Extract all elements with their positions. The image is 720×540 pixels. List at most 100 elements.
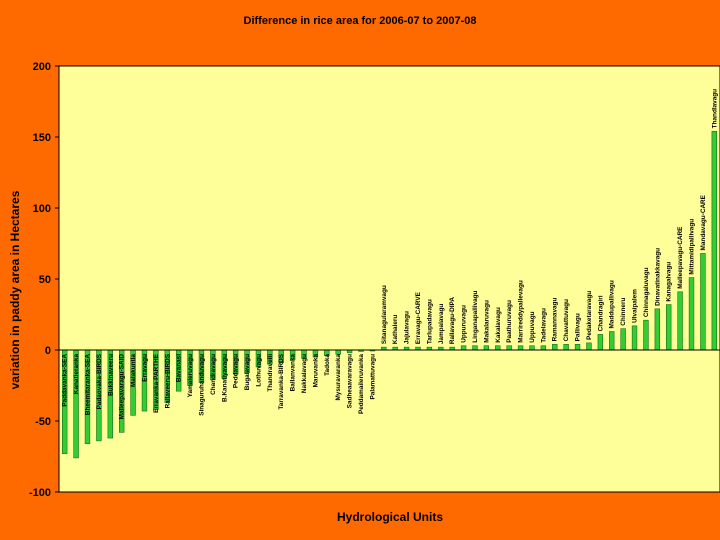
bar <box>278 349 284 364</box>
y-axis-label: variation in paddy area in Hectares <box>8 190 22 390</box>
bar <box>506 345 512 351</box>
category-label: Ulvaipalem <box>632 289 639 323</box>
category-label: Thandlavagu <box>711 89 718 129</box>
category-label: Marrireddypallevagu <box>518 280 525 343</box>
category-label: Tarravanka-BIRDS <box>278 353 285 409</box>
bar <box>221 349 227 379</box>
bar <box>540 345 547 351</box>
bar <box>677 291 683 351</box>
category-label: Mittamidipallivagu <box>689 219 696 275</box>
category-label: Pedaketaravagu <box>586 291 593 340</box>
bar <box>449 346 455 351</box>
category-label: Yamaleruvagu <box>187 354 194 397</box>
bar <box>631 325 638 351</box>
category-label: Chandravagu <box>210 354 217 395</box>
category-label: Tadoka <box>324 354 331 376</box>
bar <box>141 349 148 412</box>
category-label: Mysuravaranka <box>335 354 342 401</box>
category-label: Uppuvagu <box>529 311 536 342</box>
category-label: Jajulavagu <box>404 311 411 344</box>
category-label: Bugalavagu <box>244 354 251 390</box>
category-label: Pallivagu <box>575 313 582 341</box>
category-label: Chinnagaluvagu <box>643 267 650 317</box>
category-label: Bukkinaveeru <box>107 354 114 396</box>
bar <box>403 346 410 351</box>
bar <box>369 349 376 352</box>
bar <box>700 253 706 351</box>
category-label: Bheemitaranka-SEA <box>84 354 91 415</box>
category-label: Maruvanka <box>312 354 319 388</box>
x-axis-label: Hydrological Units <box>336 510 443 524</box>
bar <box>346 349 353 354</box>
y-tick-label: 50 <box>39 274 51 286</box>
category-label: Bavanasi <box>176 354 183 382</box>
bar <box>609 331 615 351</box>
category-label: Makalaruvagu <box>483 300 490 343</box>
bar <box>483 345 490 351</box>
bar <box>187 349 193 386</box>
bar <box>107 349 113 439</box>
category-label: Chinneru <box>620 298 627 326</box>
category-label: Linganapallivagu <box>472 290 479 342</box>
bar <box>460 345 467 351</box>
category-label: Peddavagu <box>233 354 240 388</box>
category-label: Padaovaka-BIRDS <box>96 353 103 409</box>
category-label: Tarlupadavagu <box>426 299 433 344</box>
bar <box>267 349 273 365</box>
category-label: Rallaveeru-BIRDS <box>164 353 171 408</box>
bar <box>415 346 421 351</box>
y-tick-label: -100 <box>29 487 51 499</box>
category-label: Sitanagularamvagu <box>381 285 388 344</box>
bar <box>244 349 250 374</box>
bar <box>643 319 649 351</box>
category-label: Uppuruvagu <box>461 305 468 343</box>
category-label: Kakalavagu <box>495 307 502 343</box>
bar <box>255 349 262 368</box>
category-label: Peddamaileruvanka <box>358 354 365 414</box>
bar <box>688 277 695 351</box>
category-label: Paddavanka-SEA <box>62 354 69 407</box>
y-tick-label: 200 <box>33 61 51 73</box>
category-label: Maddupallivagu <box>609 280 616 328</box>
category-label: Lothuvagu <box>255 354 262 387</box>
category-label: Kanatieranka <box>73 354 80 395</box>
category-label: Sadheaavaravagu <box>347 354 354 408</box>
bar <box>563 344 569 351</box>
category-label: Ramannavagu <box>552 298 559 342</box>
bar <box>198 349 205 383</box>
bar <box>711 131 717 351</box>
category-label: Mandavagu-CARE <box>700 194 707 250</box>
bar <box>232 349 239 375</box>
y-tick-label: 150 <box>33 132 51 144</box>
bar <box>301 349 307 359</box>
bar <box>574 344 581 351</box>
category-label: Malakuntla <box>130 354 137 387</box>
category-label: Nakkalavagu <box>301 354 308 393</box>
category-label: Tadelavagu <box>540 308 547 343</box>
y-tick-label: 0 <box>45 345 51 357</box>
bar <box>597 334 604 351</box>
bar <box>335 349 341 355</box>
category-label: Kathaleru <box>392 315 399 345</box>
bar <box>381 346 387 351</box>
bar <box>620 328 626 351</box>
bar <box>73 349 79 459</box>
bar <box>96 349 102 442</box>
y-tick-label: -50 <box>35 416 51 428</box>
bar <box>324 349 330 356</box>
bar <box>586 342 592 351</box>
category-label: Paathuruvagu <box>506 300 513 343</box>
category-label: Dinavatinakkavagu <box>654 248 661 306</box>
bar <box>61 349 68 454</box>
category-label: Sinaguruhanduvagu <box>198 354 205 416</box>
bar <box>289 349 296 361</box>
bar <box>426 346 433 351</box>
bar <box>312 349 319 358</box>
category-label: Palamattuvagu <box>369 354 376 400</box>
y-tick-label: 100 <box>33 203 51 215</box>
bar <box>210 349 216 381</box>
category-label: Malleepavaragu-SAID <box>119 354 126 420</box>
category-label: Jampalavagu <box>438 304 445 345</box>
